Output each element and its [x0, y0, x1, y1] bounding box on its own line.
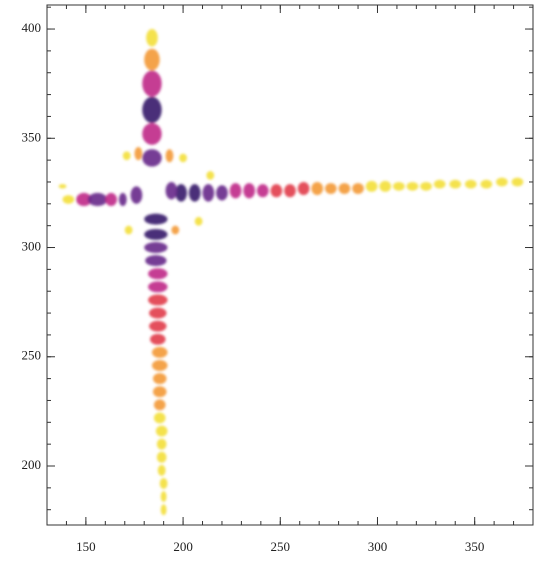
intensity-blob — [124, 225, 133, 235]
intensity-blob — [153, 399, 166, 411]
y-tick-label: 200 — [22, 457, 42, 472]
intensity-blob — [58, 184, 67, 189]
intensity-blob — [156, 451, 167, 463]
intensity-blob — [152, 386, 167, 398]
intensity-blob — [130, 186, 143, 204]
intensity-blob — [159, 478, 168, 489]
intensity-blob — [144, 228, 168, 240]
intensity-blob — [87, 192, 108, 207]
intensity-blob — [142, 96, 162, 123]
intensity-blob — [311, 181, 324, 196]
intensity-blob — [150, 333, 166, 345]
intensity-blob — [145, 255, 167, 267]
y-tick-label: 250 — [22, 348, 42, 363]
intensity-blob — [194, 216, 203, 226]
intensity-blob — [118, 192, 127, 207]
intensity-blob — [62, 195, 75, 204]
intensity-blob — [165, 149, 174, 163]
x-tick-label: 250 — [271, 539, 291, 554]
intensity-blob — [433, 179, 446, 189]
intensity-blob — [511, 177, 524, 187]
intensity-blob — [134, 147, 143, 161]
intensity-blob — [165, 181, 178, 200]
intensity-blob — [160, 504, 167, 516]
intensity-blob — [151, 360, 168, 371]
intensity-blob — [202, 184, 215, 202]
intensity-blob — [256, 184, 269, 198]
intensity-blob — [365, 180, 378, 192]
intensity-blob — [148, 268, 168, 280]
intensity-blob — [393, 181, 405, 191]
y-tick-label: 350 — [22, 129, 42, 144]
intensity-blob — [420, 181, 432, 191]
x-tick-label: 150 — [76, 539, 96, 554]
intensity-blob — [157, 464, 166, 476]
intensity-blob — [142, 149, 162, 167]
intensity-blob — [297, 181, 310, 196]
intensity-blob — [243, 183, 256, 199]
x-tick-label: 200 — [173, 539, 193, 554]
intensity-blob — [153, 412, 166, 424]
intensity-blob — [144, 48, 160, 71]
x-tick-label: 350 — [465, 539, 485, 554]
intensity-blob — [146, 29, 158, 47]
intensity-blob — [155, 425, 168, 437]
intensity-blob — [175, 184, 187, 202]
intensity-blob — [144, 242, 168, 253]
intensity-blob — [171, 225, 180, 235]
intensity-blob — [379, 180, 392, 192]
blob-layer — [58, 29, 524, 516]
intensity-blob — [464, 179, 477, 189]
intensity-blob — [496, 177, 508, 187]
y-tick-label: 300 — [22, 239, 42, 254]
intensity-blob — [406, 181, 419, 191]
intensity-blob — [105, 192, 117, 207]
intensity-blob — [160, 491, 167, 503]
intensity-blob — [142, 70, 162, 97]
intensity-blob — [122, 151, 131, 161]
intensity-blob — [284, 184, 296, 198]
intensity-blob — [152, 373, 167, 385]
intensity-blob — [338, 183, 351, 194]
intensity-blob — [324, 183, 337, 194]
intensity-blob — [352, 183, 364, 194]
intensity-blob — [144, 213, 168, 225]
intensity-blob — [148, 281, 168, 293]
intensity-blob — [148, 294, 168, 306]
intensity-blob — [480, 179, 493, 189]
x-tick-label: 300 — [368, 539, 388, 554]
intensity-blob — [229, 183, 242, 199]
intensity-blob — [216, 185, 228, 201]
intensity-blob — [156, 438, 167, 450]
y-tick-label: 400 — [22, 20, 42, 35]
intensity-blob — [449, 179, 462, 189]
intensity-blob — [179, 153, 187, 163]
intensity-blob — [149, 307, 167, 319]
intensity-blob — [270, 184, 283, 198]
intensity-blob — [76, 192, 92, 207]
intensity-blob — [188, 184, 201, 202]
intensity-blob — [151, 346, 168, 358]
intensity-blob — [142, 122, 162, 145]
intensity-blob — [206, 171, 215, 180]
plot-frame — [46, 4, 534, 526]
intensity-blob — [149, 320, 167, 332]
